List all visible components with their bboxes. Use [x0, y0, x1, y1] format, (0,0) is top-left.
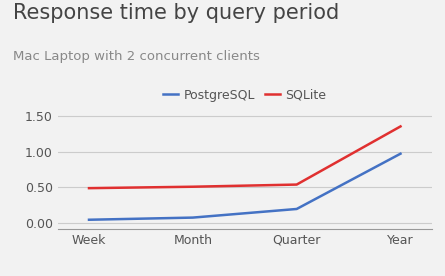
SQLite	[398, 125, 403, 128]
Text: Mac Laptop with 2 concurrent clients: Mac Laptop with 2 concurrent clients	[13, 50, 260, 63]
SQLite	[86, 187, 92, 190]
PostgreSQL	[294, 207, 299, 211]
Line: PostgreSQL: PostgreSQL	[89, 154, 400, 220]
PostgreSQL	[398, 152, 403, 155]
Text: Response time by query period: Response time by query period	[13, 3, 340, 23]
PostgreSQL	[86, 218, 92, 221]
Line: SQLite: SQLite	[89, 126, 400, 188]
PostgreSQL	[190, 216, 195, 219]
SQLite	[294, 183, 299, 186]
SQLite	[190, 185, 195, 189]
Legend: PostgreSQL, SQLite: PostgreSQL, SQLite	[158, 84, 331, 107]
